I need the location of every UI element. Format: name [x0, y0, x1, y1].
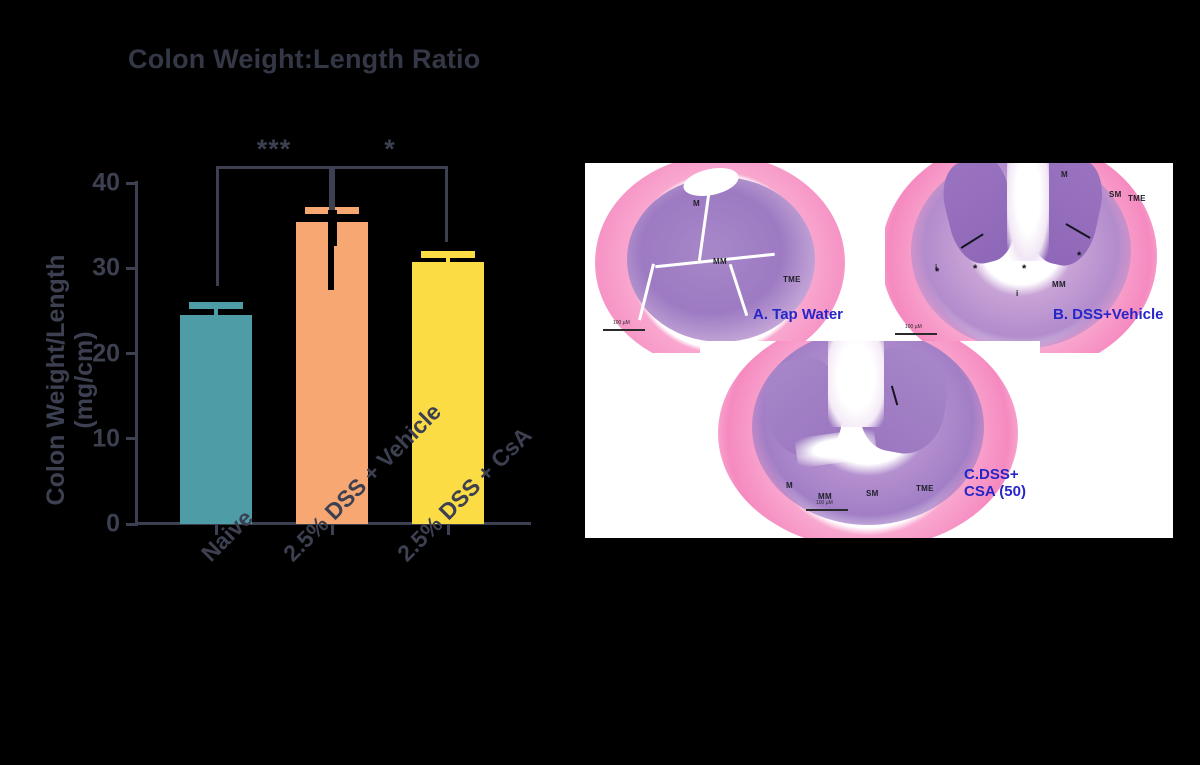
y-tick-label: 20	[92, 339, 120, 367]
panel-b-anno-tme: TME	[1128, 194, 1146, 203]
y-tick	[126, 181, 136, 185]
panel-a-label: A. Tap Water	[753, 306, 844, 323]
panel-b-scalebar	[895, 333, 937, 335]
panel-a-anno-mm: MM	[713, 257, 727, 266]
panel-a-anno-m: M	[693, 199, 700, 208]
y-tick-label: 10	[92, 424, 120, 453]
panel-b-star-2: *	[1022, 263, 1027, 275]
bar-3[interactable]	[412, 262, 484, 524]
bar-chart: 0 10 20 30 40 Colon Weight/Length (mg/cm) **…	[0, 0, 580, 765]
y-tick-label: 30	[92, 253, 120, 282]
y-tick-label: 40	[92, 168, 120, 197]
panel-c-scale-text: 100 µM	[816, 500, 833, 506]
panel-b-ulcer-lumen	[1007, 163, 1049, 261]
panel-b-label-i-2: i	[1016, 289, 1019, 298]
panel-a-anno-tme: TME	[783, 275, 801, 284]
error-bar-stem-3	[446, 254, 450, 263]
panel-c-lumen	[828, 341, 884, 427]
error-bar-stem-1	[214, 305, 218, 316]
histology-panel-b: M SM TME MM * * * * i i B. DSS+Vehicle 1…	[885, 163, 1173, 353]
panel-b-star-4: *	[935, 266, 940, 278]
panel-b-anno-mm: MM	[1052, 280, 1066, 289]
significance-bracket-2	[332, 166, 448, 242]
y-axis-label-line1: Colon Weight/Length	[42, 254, 70, 506]
panel-b-scale-text: 100 µM	[905, 324, 922, 330]
panel-b-label: B. DSS+Vehicle	[1053, 306, 1164, 323]
panel-b-star-1: *	[973, 263, 978, 275]
significance-marker-2: *	[384, 134, 396, 164]
panel-c-anno-m: M	[786, 481, 793, 490]
panel-c-anno-tme: TME	[916, 484, 934, 493]
panel-a-scalebar	[603, 329, 645, 331]
error-bar-cap-1	[189, 301, 243, 309]
error-bar-cap-3	[421, 250, 475, 258]
y-tick	[126, 522, 136, 526]
bracket-leg-mask-right-2	[444, 242, 450, 246]
panel-b-anno-sm: SM	[1109, 190, 1122, 199]
significance-marker-1: ***	[256, 134, 292, 164]
histology-panel-c: M MM SM TME C.DSS+ CSA (50) 100 µM	[700, 341, 1040, 538]
x-tick	[214, 524, 218, 535]
bracket-leg-mask-left-1	[215, 286, 221, 290]
panel-b-anno-m: M	[1061, 170, 1068, 179]
bar-1[interactable]	[180, 315, 252, 524]
y-tick	[126, 437, 136, 441]
y-axis-line	[135, 181, 138, 526]
bracket-leg-mask-left-2	[331, 210, 337, 246]
x-tick	[330, 524, 334, 535]
y-tick-label: 0	[106, 509, 120, 538]
histology-panel-a: M MM TME A. Tap Water 100 µM	[585, 163, 885, 353]
panel-c-anno-sm: SM	[866, 489, 879, 498]
y-tick	[126, 352, 136, 355]
panel-c-anno-mm: MM	[818, 492, 832, 501]
panel-a-scale-text: 100 µM	[613, 320, 630, 326]
panel-c-label-line2: CSA (50)	[964, 483, 1026, 501]
significance-bracket-1	[216, 166, 332, 286]
y-axis-label-line2: (mg/cm)	[70, 331, 98, 429]
y-tick	[126, 266, 136, 270]
panel-b-star-3: *	[1077, 250, 1082, 262]
panel-b-label-i-1: i	[935, 263, 938, 272]
panel-c-label: C.DSS+ CSA (50)	[964, 466, 1026, 501]
y-axis-label: Colon Weight/Length (mg/cm)	[42, 215, 98, 545]
bracket-leg-mask-right-1	[328, 210, 334, 290]
panel-c-scalebar	[806, 509, 848, 511]
panel-c-label-line1: C.DSS+	[964, 466, 1019, 483]
x-tick	[446, 524, 450, 535]
page-title: Colon Weight:Length Ratio	[128, 44, 481, 74]
histology-composite: M MM TME A. Tap Water 100 µM M SM TME MM…	[585, 163, 1173, 538]
